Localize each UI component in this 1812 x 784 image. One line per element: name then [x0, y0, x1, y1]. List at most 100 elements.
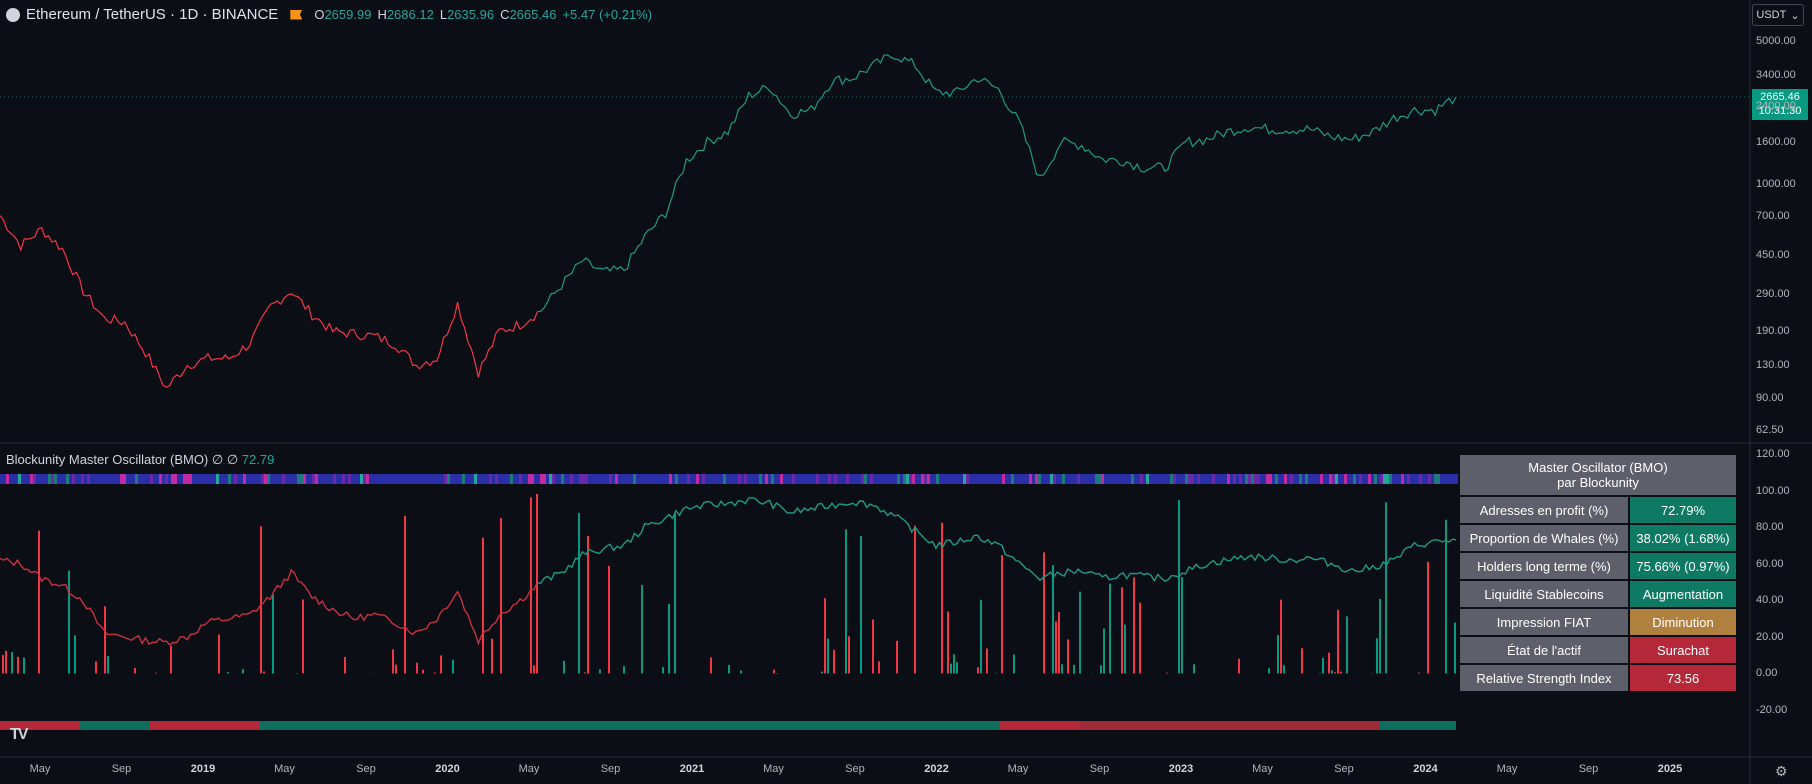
heat-cell-top: [57, 474, 60, 484]
heat-cell-top: [360, 474, 363, 484]
heat-cell-top: [102, 474, 105, 484]
ohlc-value: 2659.99: [324, 7, 372, 22]
oscillator-bar: [1427, 561, 1429, 674]
currency-selector[interactable]: USDT ⌄: [1752, 4, 1804, 26]
x-tick-label: Sep: [111, 763, 132, 775]
symbol-title[interactable]: Ethereum / TetherUS · 1D · BINANCE: [26, 6, 279, 23]
table-row-label: Relative Strength Index: [1460, 665, 1628, 691]
heat-cell-top: [1221, 474, 1224, 484]
heat-cell-top: [1296, 474, 1299, 484]
heat-cell-top: [624, 474, 627, 484]
heat-cell-top: [615, 474, 618, 484]
oscillator-bar: [662, 667, 664, 674]
gear-icon[interactable]: ⚙: [1775, 763, 1788, 779]
ohlc-key: O: [314, 7, 325, 22]
oscillator-bar: [1277, 634, 1279, 674]
oscillator-bar: [1061, 664, 1063, 674]
table-row-label: Proportion de Whales (%): [1460, 525, 1628, 551]
heat-cell-top: [786, 474, 789, 484]
tradingview-logo[interactable]: TV: [10, 726, 29, 743]
heat-cell-top: [570, 474, 573, 484]
heat-cell-top: [363, 474, 366, 484]
heat-cell-top: [144, 474, 147, 484]
heat-cell-top: [681, 474, 684, 484]
heat-cell-top: [981, 474, 984, 484]
heat-cell-top: [1215, 474, 1218, 484]
heat-cell-top: [1065, 474, 1068, 484]
heat-cell-top: [105, 474, 108, 484]
heat-cell-top: [258, 474, 261, 484]
heat-cell-top: [693, 474, 696, 484]
oscillator-bar: [1067, 639, 1069, 674]
oscillator-bar: [11, 652, 13, 674]
heat-cell-top: [375, 474, 378, 484]
heat-cell-top: [1392, 474, 1395, 484]
heat-cell-top: [66, 474, 69, 484]
heat-cell-top: [1008, 474, 1011, 484]
heat-cell-top: [573, 474, 576, 484]
x-tick-label: May: [518, 763, 540, 775]
heat-cell-top: [1158, 474, 1161, 484]
heat-cell-top: [366, 474, 369, 484]
oscillator-bar: [587, 535, 589, 674]
heat-cell-top: [213, 474, 216, 484]
heat-cell-top: [519, 474, 522, 484]
y-tick-label: 100.00: [1756, 484, 1790, 497]
heat-cell-top: [903, 474, 906, 484]
heat-cell-top: [156, 474, 159, 484]
x-tick-label: May: [1252, 763, 1273, 775]
heat-cell-top: [1437, 474, 1440, 484]
heat-cell-top: [1116, 474, 1119, 484]
heat-cell-top: [873, 474, 876, 484]
heat-cell-top: [42, 474, 45, 484]
heat-cell-top: [30, 474, 33, 484]
oscillator-bar: [434, 672, 436, 674]
heat-cell-top: [369, 474, 372, 484]
heat-cell-top: [648, 474, 651, 484]
oscillator-bar: [95, 661, 97, 674]
y-tick-label: 62.50: [1756, 424, 1784, 436]
heat-cell-top: [558, 474, 561, 484]
heat-cell-top: [906, 474, 909, 484]
heat-cell-top: [1281, 474, 1284, 484]
table-title: Master Oscillator (BMO) par Blockunity: [1460, 455, 1736, 495]
heat-cell-top: [1311, 474, 1314, 484]
y-tick-label: 1600.00: [1756, 136, 1796, 149]
oscillator-bar: [1454, 622, 1456, 674]
indicator-header[interactable]: Blockunity Master Oscillator (BMO) ∅ ∅ 7…: [6, 452, 274, 468]
heat-cell-top: [9, 474, 12, 484]
oscillator-bar: [170, 645, 172, 674]
heat-cell-top: [132, 474, 135, 484]
heat-cell-top: [246, 474, 249, 484]
oscillator-bar: [1079, 591, 1081, 674]
heat-cell-top: [933, 474, 936, 484]
oscillator-bar: [674, 513, 676, 674]
heat-cell-top: [129, 474, 132, 484]
heat-cell-top: [381, 474, 384, 484]
heat-cell-top: [1104, 474, 1107, 484]
flag-icon[interactable]: [290, 9, 303, 20]
heat-cell-top: [546, 474, 549, 484]
oscillator-bar: [1139, 602, 1141, 674]
table-row-value: Diminution: [1630, 609, 1736, 635]
heat-cell-top: [720, 474, 723, 484]
heat-cell-top: [780, 474, 783, 484]
indicator-title[interactable]: Blockunity Master Oscillator (BMO): [6, 452, 209, 467]
heat-cell-top: [189, 474, 192, 484]
heat-cell-top: [771, 474, 774, 484]
heat-cell-top: [48, 474, 51, 484]
heat-cell-top: [324, 474, 327, 484]
heat-cell-top: [942, 474, 945, 484]
heat-cell-top: [438, 474, 441, 484]
heat-cell-top: [666, 474, 669, 484]
heat-cell-top: [1095, 474, 1098, 484]
oscillator-bar: [1418, 672, 1420, 674]
heat-cell-top: [849, 474, 852, 484]
heat-cell-top: [351, 474, 354, 484]
heat-cell-top: [183, 474, 186, 484]
table-row: Relative Strength Index 73.56: [1460, 665, 1736, 691]
y-tick-label: 80.00: [1756, 521, 1784, 534]
heat-cell-top: [762, 474, 765, 484]
heat-cell-top: [447, 474, 450, 484]
heatmap-strip-bottom: [0, 721, 1456, 730]
